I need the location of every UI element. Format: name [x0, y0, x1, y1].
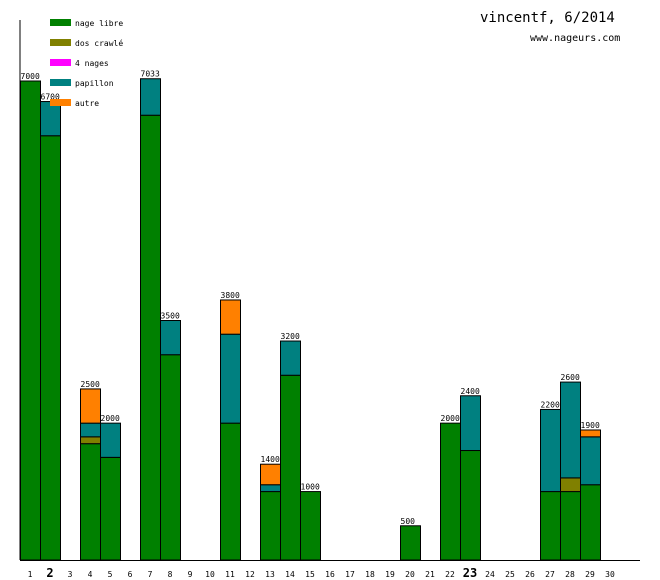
bar-segment-nage-libre-day-15 — [300, 491, 321, 561]
x-tick-label: 9 — [188, 570, 193, 579]
legend-swatch — [50, 79, 71, 86]
bar-segment-nage-libre-day-2 — [40, 135, 61, 561]
x-tick-label: 22 — [445, 570, 455, 579]
total-label: 1900 — [581, 421, 600, 430]
bar-segment-nage-libre-day-23 — [460, 450, 481, 561]
bar-segment-nage-libre-day-14 — [280, 374, 301, 561]
bar-segment-papillon-day-7 — [140, 78, 161, 116]
bar-segment-papillon-day-27 — [540, 408, 561, 493]
total-label: 2600 — [561, 373, 580, 382]
legend-swatch — [50, 39, 71, 46]
total-label: 2400 — [461, 387, 480, 396]
bar-segment-nage-libre-day-4 — [80, 443, 101, 561]
bar-segment-nage-libre-day-29 — [580, 484, 601, 561]
legend-swatch — [50, 19, 71, 26]
bar-segment-papillon-day-28 — [560, 381, 581, 479]
x-tick-label: 18 — [365, 570, 375, 579]
total-label: 3800 — [221, 291, 240, 300]
x-tick-label: 5 — [108, 570, 113, 579]
bar-segment-dos-crawle-day-28 — [560, 477, 581, 493]
bar-segment-autre-day-29 — [580, 429, 601, 438]
legend-label: 4 nages — [75, 59, 109, 68]
bar-segment-papillon-day-14 — [280, 340, 301, 376]
bar-segment-papillon-day-4 — [80, 422, 101, 438]
legend-label: dos crawlé — [75, 38, 123, 48]
total-label: 3500 — [161, 312, 180, 321]
legend-swatch — [50, 59, 71, 66]
x-tick-label: 8 — [168, 570, 173, 579]
total-label: 500 — [401, 517, 416, 526]
x-tick-label: 10 — [205, 570, 215, 579]
x-tick-label: 14 — [285, 570, 295, 579]
bar-segment-papillon-day-5 — [100, 422, 121, 458]
legend-swatch — [50, 99, 71, 106]
chart-subtitle: www.nageurs.com — [530, 33, 620, 44]
x-tick-label: 6 — [128, 570, 133, 579]
bar-segment-autre-day-13 — [260, 463, 281, 486]
legend-label: papillon — [75, 79, 114, 88]
x-tick-label: 3 — [68, 570, 73, 579]
bar-segment-papillon-day-13 — [260, 484, 281, 493]
total-label: 2000 — [441, 414, 460, 423]
bar-segment-papillon-day-29 — [580, 436, 601, 486]
legend-label: autre — [75, 99, 99, 108]
bar-segment-dos-crawle-day-4 — [80, 436, 101, 445]
x-tick-label: 26 — [525, 570, 535, 579]
x-tick-label: 28 — [565, 570, 575, 579]
bar-segment-nage-libre-day-7 — [140, 114, 161, 561]
total-label: 2200 — [541, 400, 560, 409]
bar-segment-papillon-day-2 — [40, 101, 61, 137]
bar-segment-autre-day-4 — [80, 388, 101, 424]
total-label: 3200 — [281, 332, 300, 341]
x-tick-label: 25 — [505, 570, 515, 579]
x-tick-label: 19 — [385, 570, 395, 579]
x-tick-label: 29 — [585, 570, 595, 579]
total-label: 7000 — [21, 72, 40, 81]
x-tick-label: 13 — [265, 570, 275, 579]
bar-segment-papillon-day-23 — [460, 395, 481, 452]
x-tick-label: 21 — [425, 570, 435, 579]
bar-segment-papillon-day-11 — [220, 333, 241, 424]
bar-segment-nage-libre-day-22 — [440, 422, 461, 561]
total-label: 2000 — [101, 414, 120, 423]
legend-label: nage libre — [75, 19, 123, 28]
x-tick-label: 17 — [345, 570, 355, 579]
total-label: 1400 — [261, 455, 280, 464]
x-tick-label: 4 — [88, 570, 93, 579]
x-tick-label: 20 — [405, 570, 415, 579]
total-label: 7033 — [141, 70, 160, 79]
bar-segment-nage-libre-day-11 — [220, 422, 241, 561]
x-tick-label: 30 — [605, 570, 615, 579]
x-tick-label: 1 — [28, 570, 33, 579]
bar-segment-nage-libre-day-5 — [100, 456, 121, 561]
x-tick-label: 7 — [148, 570, 153, 579]
x-tick-label: 27 — [545, 570, 555, 579]
x-tick-label: 15 — [305, 570, 315, 579]
bar-segment-nage-libre-day-28 — [560, 491, 581, 561]
x-tick-label: 24 — [485, 570, 495, 579]
x-tick-label: 2 — [46, 566, 53, 580]
bar-segment-autre-day-11 — [220, 299, 241, 335]
bar-segment-nage-libre-day-13 — [260, 491, 281, 561]
bar-segment-nage-libre-day-1 — [20, 80, 41, 561]
x-tick-label: 11 — [225, 570, 235, 579]
bar-segment-nage-libre-day-27 — [540, 491, 561, 561]
total-label: 1000 — [301, 483, 320, 492]
total-label: 2500 — [81, 380, 100, 389]
x-tick-label: 16 — [325, 570, 335, 579]
bar-segment-nage-libre-day-20 — [400, 525, 421, 561]
chart-title: vincentf, 6/2014 — [480, 10, 615, 26]
x-tick-label: 23 — [463, 566, 477, 580]
x-tick-label: 12 — [245, 570, 255, 579]
bar-segment-nage-libre-day-8 — [160, 354, 181, 561]
total-label: 6700 — [41, 93, 60, 102]
bar-segment-papillon-day-8 — [160, 320, 181, 356]
